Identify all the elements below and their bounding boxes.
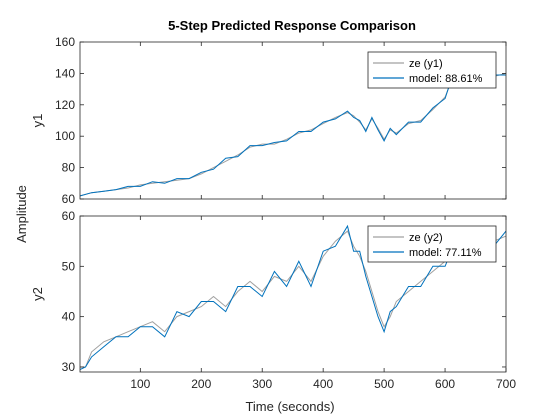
legend-box [367, 51, 497, 89]
x-tick-label: 600 [435, 377, 455, 391]
chart-title: 5-Step Predicted Response Comparison [168, 18, 416, 33]
x-tick-label: 500 [374, 377, 394, 391]
legend-entry: model: 77.11% [409, 247, 482, 259]
y-tick-label: 30 [62, 360, 76, 374]
legend: ze (y1) model: 88.61% [367, 51, 497, 89]
subplot-y2: 100 200 300 400 500 600 700 30 40 50 60 y2 ze (y2) mo… [30, 209, 516, 391]
y-tick-label: 160 [55, 35, 75, 49]
x-tick-label: 200 [191, 377, 211, 391]
axes-box [79, 215, 507, 373]
x-tick-label: 100 [130, 377, 150, 391]
legend-entry: ze (y2) [409, 232, 443, 244]
legend: ze (y2) model: 77.11% [367, 225, 497, 263]
y-axis-label: Amplitude [14, 185, 29, 243]
x-tick-label: 700 [496, 377, 516, 391]
y-tick-label: 60 [62, 209, 76, 223]
y-tick-label: 50 [62, 259, 76, 273]
legend-box [367, 225, 497, 263]
x-axis-label: Time (seconds) [245, 399, 334, 414]
series-line-measured [80, 230, 506, 368]
subplot-ylabel: y1 [30, 114, 45, 128]
series-line-model [80, 61, 506, 197]
y-tick-label: 40 [62, 310, 76, 324]
subplot-ylabel: y2 [30, 287, 45, 301]
legend-entry: model: 88.61% [409, 73, 483, 85]
x-tick-label: 400 [313, 377, 333, 391]
y-tick-label: 60 [62, 192, 76, 206]
series-line-model [80, 224, 506, 370]
y-tick-label: 120 [55, 98, 75, 112]
axes-box [79, 41, 507, 200]
y-tick-label: 140 [55, 66, 75, 80]
legend-entry: ze (y1) [409, 58, 443, 70]
y-tick-label: 80 [62, 161, 76, 175]
x-tick-label: 300 [252, 377, 272, 391]
y-tick-label: 100 [55, 129, 75, 143]
subplot-y1: 60 80 100 120 140 160 y1 ze (y1) model: 88.61% [30, 35, 507, 206]
